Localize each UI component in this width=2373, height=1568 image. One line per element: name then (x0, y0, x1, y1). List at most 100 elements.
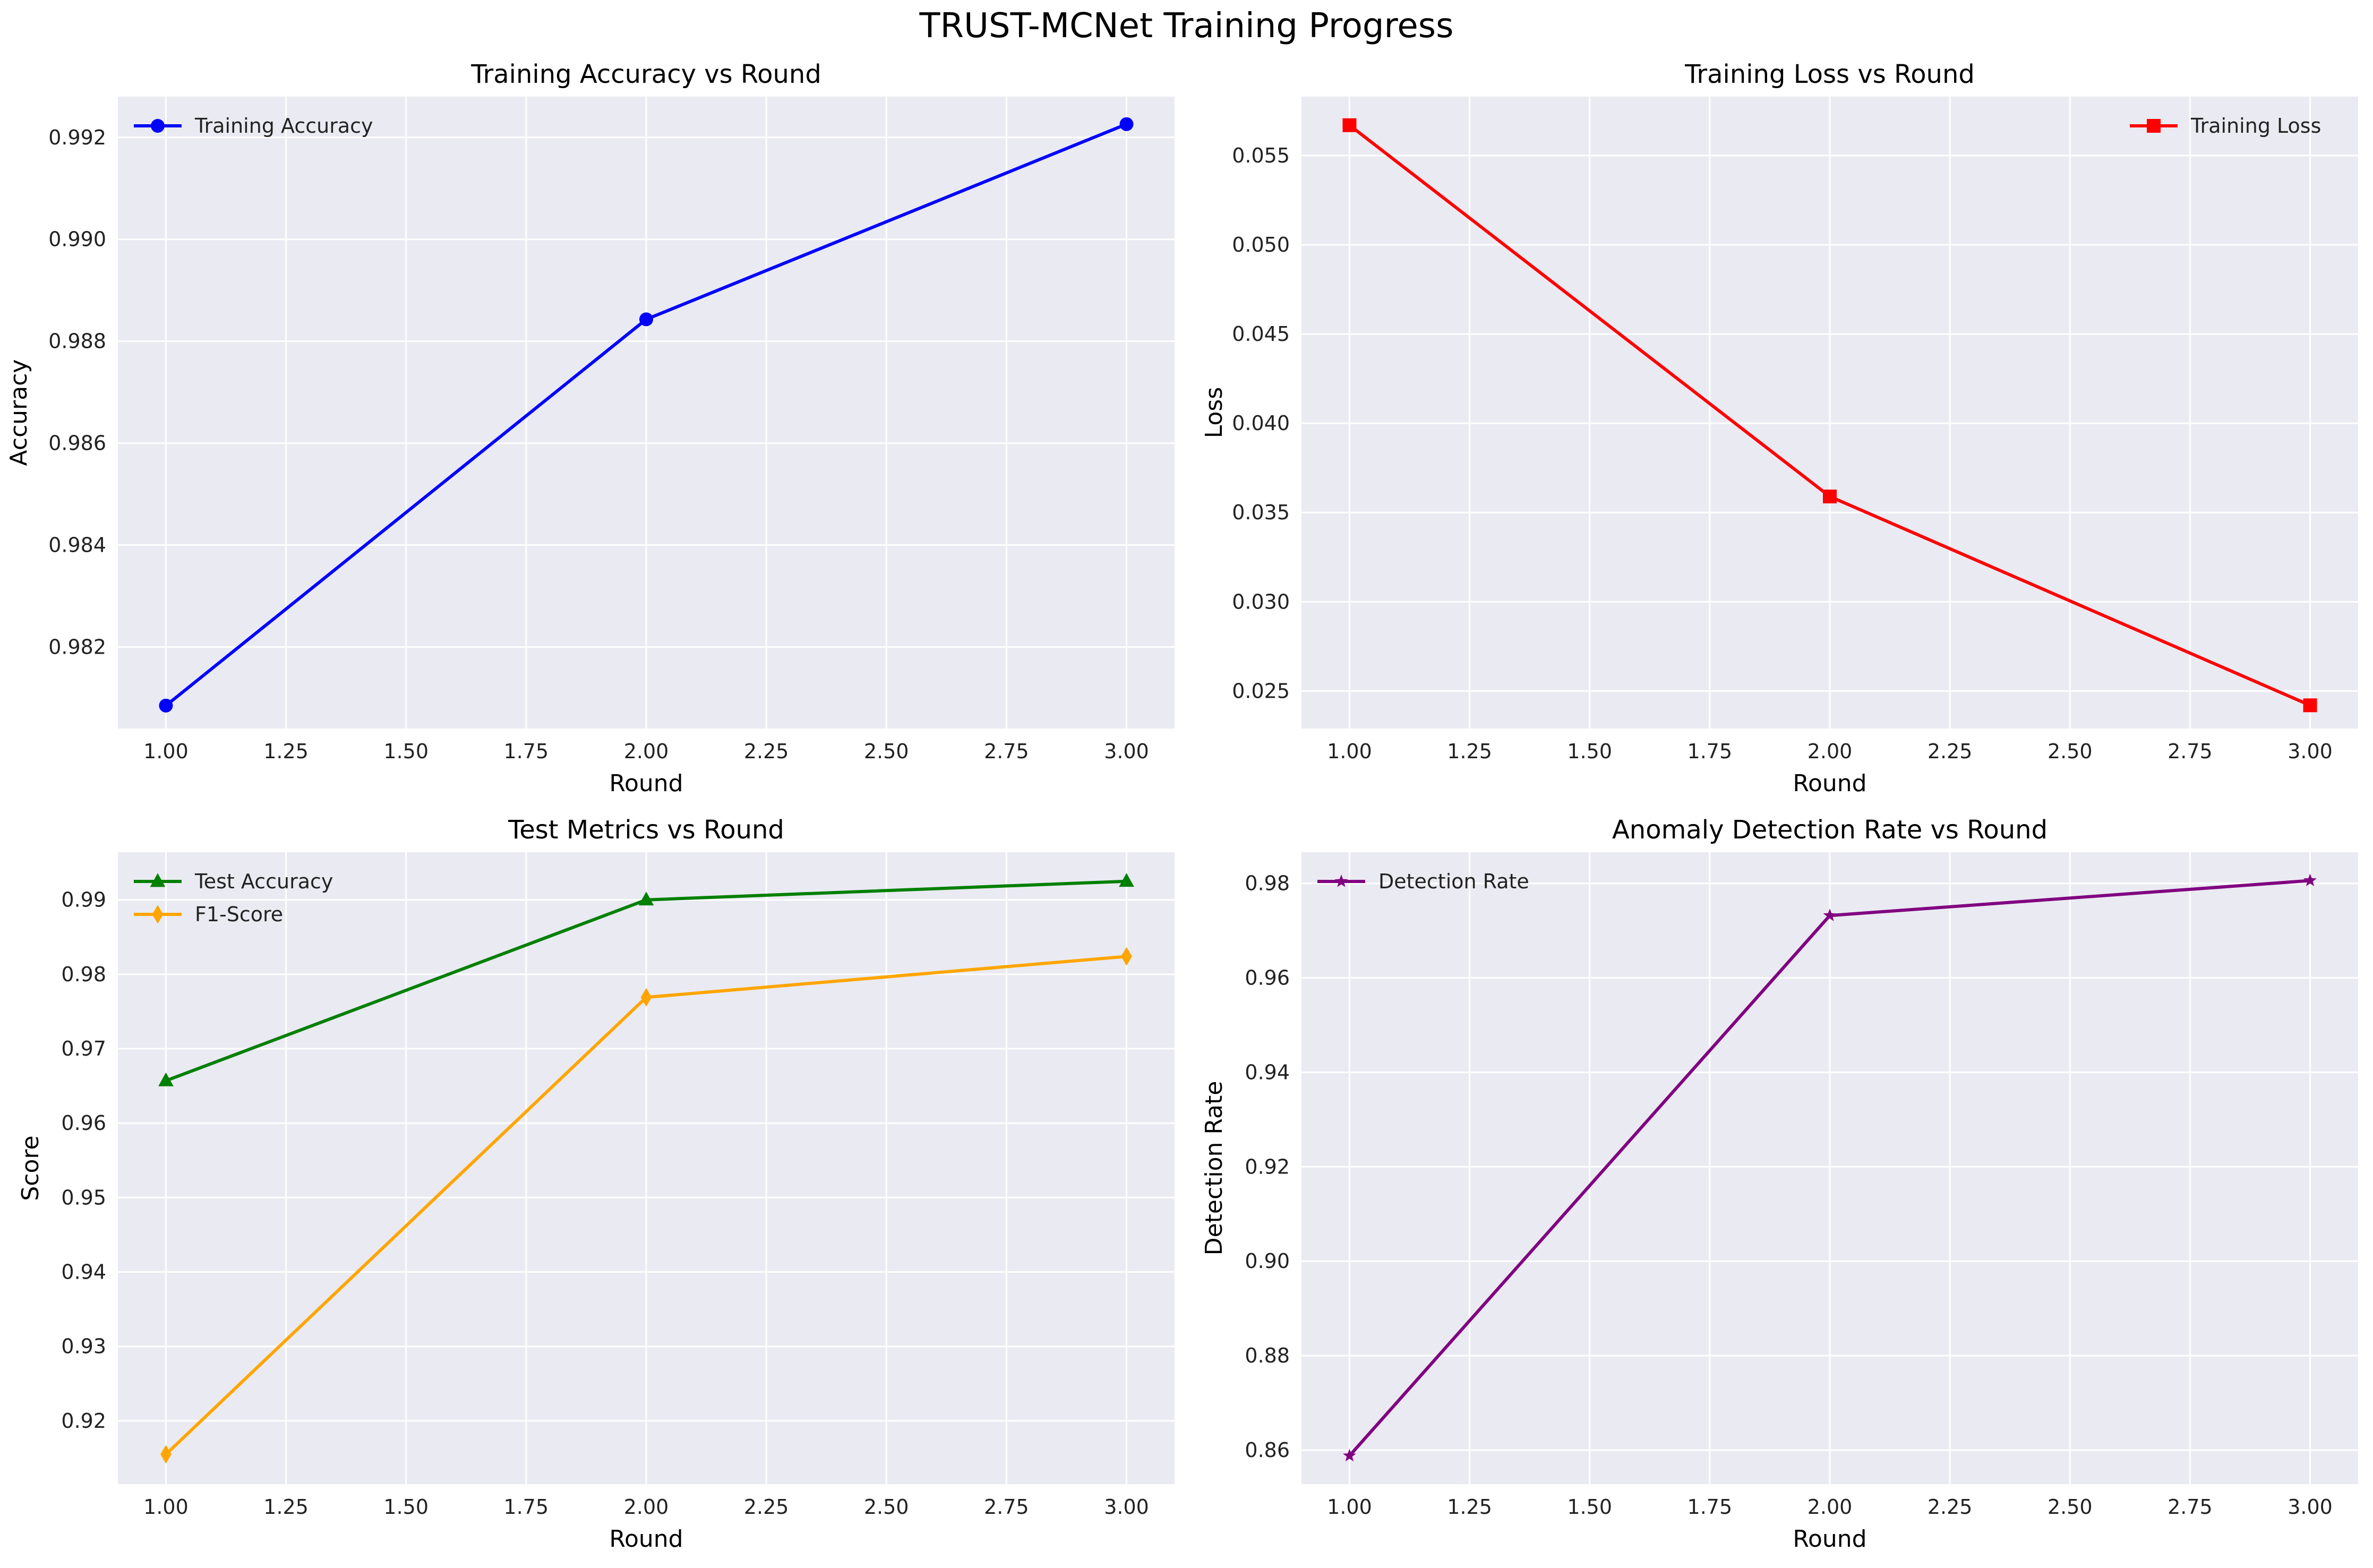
x-tick-label: 2.50 (2048, 1495, 2093, 1519)
x-axis-label: Round (609, 1526, 683, 1553)
y-tick-label: 0.92 (61, 1409, 106, 1433)
x-tick-label: 2.00 (624, 1495, 669, 1519)
subplot-title: Test Metrics vs Round (508, 815, 784, 845)
y-tick-label: 0.98 (61, 963, 106, 986)
x-tick-label: 2.25 (744, 740, 789, 763)
y-tick-label: 0.992 (48, 126, 106, 149)
legend-marker (151, 119, 165, 133)
y-tick-label: 0.96 (61, 1111, 106, 1135)
x-tick-label: 1.25 (263, 740, 309, 763)
x-tick-label: 3.00 (1104, 1495, 1149, 1519)
data-point (639, 312, 653, 327)
x-tick-label: 2.75 (984, 740, 1029, 763)
y-tick-label: 0.986 (48, 432, 106, 455)
y-tick-label: 0.035 (1232, 501, 1290, 524)
data-point (640, 988, 652, 1007)
x-tick-label: 2.00 (1807, 740, 1853, 763)
x-tick-label: 1.00 (143, 740, 189, 763)
data-point (1119, 873, 1134, 887)
x-tick-label: 1.50 (383, 1495, 429, 1519)
x-tick-label: 2.50 (864, 1495, 909, 1519)
y-tick-label: 0.97 (61, 1037, 106, 1060)
x-tick-label: 3.00 (1104, 740, 1149, 763)
x-tick-label: 2.50 (864, 740, 909, 763)
y-tick-label: 0.95 (61, 1186, 106, 1209)
x-tick-label: 1.00 (1327, 1495, 1372, 1519)
y-tick-label: 0.025 (1232, 679, 1290, 702)
subplot-1: 1.00 1.25 1.50 1.75 2.00 2.25 2.50 2.75 3.00 0.98… (5, 59, 1175, 797)
y-tick-label: 0.984 (48, 534, 106, 557)
x-tick-label: 2.00 (624, 740, 669, 763)
y-tick-label: 0.98 (1245, 872, 1290, 895)
x-tick-label: 1.50 (1567, 740, 1612, 763)
x-tick-label: 2.75 (984, 1495, 1029, 1519)
y-tick-label: 0.040 (1232, 412, 1290, 435)
x-tick-label: 1.25 (263, 1495, 309, 1519)
x-tick-label: 2.75 (2168, 1495, 2213, 1519)
x-axis-label: Round (1793, 1526, 1866, 1553)
data-point (159, 698, 173, 713)
data-point (1823, 909, 1837, 921)
data-point (1343, 1449, 1356, 1462)
data-point (1823, 489, 1837, 503)
y-axis-label: Loss (1201, 387, 1228, 439)
y-tick-label: 0.988 (48, 330, 106, 353)
y-tick-label: 0.990 (48, 228, 106, 251)
subplot-2: 1.00 1.25 1.50 1.75 2.00 2.25 2.50 2.75 3.00 0.02… (1201, 59, 2358, 797)
y-tick-label: 0.030 (1232, 590, 1290, 613)
x-tick-label: 1.75 (504, 740, 549, 763)
y-tick-label: 0.90 (1245, 1249, 1290, 1273)
legend-label: Training Loss (2190, 114, 2321, 138)
x-tick-label: 3.00 (2288, 740, 2333, 763)
data-point (638, 892, 654, 906)
legend-marker (1334, 875, 1348, 887)
data-point (2303, 873, 2317, 886)
x-axis-label: Round (609, 770, 683, 797)
legend-marker (152, 905, 164, 924)
y-tick-label: 0.99 (61, 888, 106, 912)
data-point (1342, 118, 1357, 132)
x-tick-label: 1.75 (504, 1495, 549, 1519)
subplot-title: Anomaly Detection Rate vs Round (1612, 815, 2048, 845)
x-tick-label: 1.00 (143, 1495, 189, 1519)
y-axis-label: Accuracy (5, 359, 32, 466)
x-tick-label: 2.00 (1807, 1495, 1853, 1519)
y-tick-label: 0.86 (1245, 1438, 1290, 1462)
y-axis-label: Score (17, 1135, 44, 1201)
x-tick-label: 1.75 (1687, 740, 1733, 763)
y-tick-label: 0.93 (61, 1335, 106, 1358)
x-tick-label: 2.75 (2168, 740, 2213, 763)
x-tick-label: 1.50 (1567, 1495, 1612, 1519)
y-tick-label: 0.94 (61, 1261, 106, 1284)
y-tick-label: 0.88 (1245, 1344, 1290, 1367)
legend-label: F1-Score (195, 903, 283, 926)
x-tick-label: 2.25 (744, 1495, 789, 1519)
figure-title: TRUST-MCNet Training Progress (919, 6, 1454, 46)
data-point (158, 1072, 174, 1086)
y-tick-label: 0.96 (1245, 966, 1290, 990)
x-tick-label: 1.25 (1447, 1495, 1492, 1519)
y-tick-label: 0.050 (1232, 233, 1290, 256)
legend-label: Detection Rate (1378, 870, 1529, 893)
subplot-title: Training Accuracy vs Round (470, 59, 821, 89)
x-tick-label: 1.00 (1327, 740, 1372, 763)
x-tick-label: 1.50 (383, 740, 429, 763)
y-axis-label: Detection Rate (1201, 1081, 1228, 1256)
legend-label: Test Accuracy (194, 870, 333, 893)
y-tick-label: 0.055 (1232, 144, 1290, 167)
data-point (2303, 698, 2317, 713)
x-tick-label: 2.25 (1927, 740, 1973, 763)
x-axis-label: Round (1793, 770, 1866, 797)
y-tick-label: 0.982 (48, 635, 106, 658)
y-tick-label: 0.045 (1232, 322, 1290, 346)
legend-marker (150, 873, 166, 887)
data-point (160, 1445, 172, 1464)
y-tick-label: 0.92 (1245, 1155, 1290, 1178)
x-tick-label: 1.75 (1687, 1495, 1733, 1519)
legend-marker (2147, 119, 2161, 133)
data-point (1121, 947, 1132, 966)
legend-label: Training Accuracy (194, 114, 373, 138)
data-point (1119, 117, 1134, 131)
